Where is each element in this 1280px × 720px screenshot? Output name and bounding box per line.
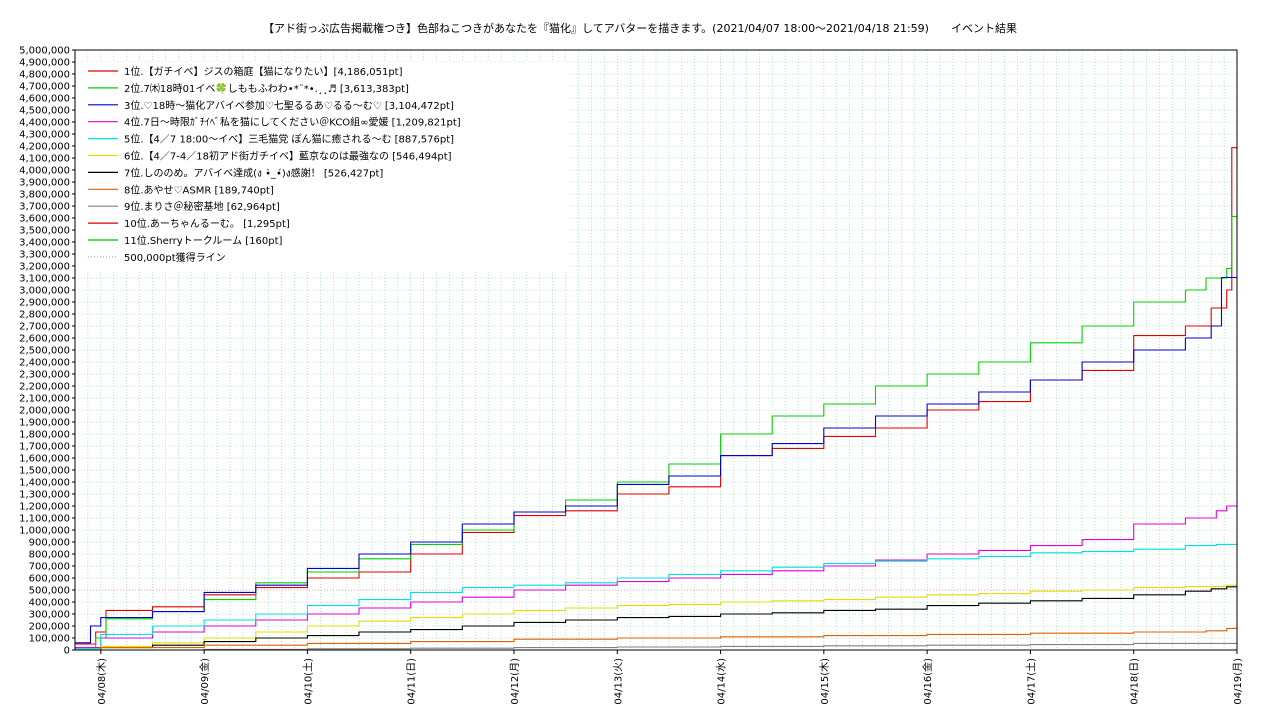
y-tick-label: 2,100,000 [19, 394, 70, 405]
y-tick-label: 2,400,000 [19, 358, 70, 369]
y-tick-label: 3,100,000 [19, 274, 70, 285]
y-tick-label: 2,000,000 [19, 406, 70, 417]
y-tick-label: 3,800,000 [19, 190, 70, 201]
y-tick-label: 1,400,000 [19, 478, 70, 489]
legend-label: 3位.♡18時〜猫化アバイベ参加♡七聖るるあ♡るる〜む♡ [3,104,472p… [124, 99, 454, 112]
y-tick-label: 2,500,000 [19, 346, 70, 357]
y-tick-label: 0 [64, 646, 70, 657]
x-tick-label: 04/18(日) [1130, 658, 1141, 705]
x-tick-label: 04/09(金) [198, 658, 211, 705]
y-tick-label: 3,900,000 [19, 178, 70, 189]
y-tick-label: 2,200,000 [19, 382, 70, 393]
y-tick-label: 4,000,000 [19, 166, 70, 177]
legend-label: 500,000pt獲得ライン [124, 251, 226, 264]
series-line-3 [75, 276, 1237, 644]
y-tick-label: 2,700,000 [19, 322, 70, 333]
x-tick-label: 04/10(土) [301, 658, 314, 705]
x-tick-label: 04/14(水) [716, 658, 728, 705]
y-tick-label: 1,000,000 [19, 526, 70, 537]
legend-label: 5位.【4／7 18:00〜イベ】三毛猫党 ぽん猫に癒される〜む [887,57… [124, 133, 454, 146]
y-tick-label: 3,500,000 [19, 226, 70, 237]
x-tick-label: 04/19(月) [1232, 658, 1244, 705]
x-tick-label: 04/17(土) [1024, 658, 1037, 705]
legend: 1位.【ガチイベ】ジスの箱庭【猫になりたい】[4,186,051pt] 2位.7㈭… [78, 62, 568, 271]
y-tick-label: 1,100,000 [19, 514, 70, 525]
y-tick-label: 1,700,000 [19, 442, 70, 453]
x-axis: 04/08(木) 04/09(金) 04/10(土) 04/11(日) 04/12(月)… [96, 650, 1244, 705]
y-tick-label: 4,800,000 [19, 70, 70, 81]
y-tick-label: 4,200,000 [19, 142, 70, 153]
legend-label: 10位.あーちゃんるーむ。 [1,295pt] [124, 217, 290, 230]
y-tick-label: 200,000 [29, 622, 70, 633]
y-tick-label: 4,100,000 [19, 154, 70, 165]
y-tick-label: 100,000 [29, 634, 70, 645]
y-tick-label: 600,000 [29, 574, 70, 585]
legend-label: 6位.【4／7-4／18初アド街ガチイベ】藍京なのは最強なの [546,494p… [124, 150, 452, 163]
y-tick-label: 3,400,000 [19, 238, 70, 249]
legend-label: 9位.まりさ＠秘密基地 [62,964pt] [124, 200, 280, 213]
y-tick-label: 4,400,000 [19, 118, 70, 129]
y-tick-label: 4,600,000 [19, 94, 70, 105]
y-tick-label: 1,600,000 [19, 454, 70, 465]
plot-frame [74, 49, 1238, 651]
legend-label: 2位.7㈭18時01イベ🍀しももふわわ•*¨*•.¸¸♬ [3,613,383p… [124, 82, 409, 95]
y-tick-label: 1,800,000 [19, 430, 70, 441]
x-tick-label: 04/12(月) [509, 658, 521, 705]
y-tick-label: 1,200,000 [19, 502, 70, 513]
y-tick-label: 2,800,000 [19, 310, 70, 321]
series-line-7 [75, 586, 1237, 651]
y-axis: 0100,000200,000300,000400,000500,000600,… [19, 46, 75, 657]
series-line-6 [75, 584, 1238, 651]
y-tick-label: 3,200,000 [19, 262, 70, 273]
y-tick-label: 500,000 [29, 586, 70, 597]
y-tick-label: 1,300,000 [19, 490, 70, 501]
series-line-4 [75, 504, 1238, 649]
chart-title: 【アド街っぷ広告掲載権つき】色部ねこつきがあなたを『猫化』してアバターを描きます… [263, 22, 1017, 35]
series-line-5 [75, 543, 1238, 650]
legend-label: 4位.7日〜時限ｶﾞﾁｲﾍﾞ私を猫にしてください＠KCO組∞愛媛 [1,209,… [124, 116, 461, 129]
x-tick-label: 04/15(木) [819, 658, 831, 705]
legend-box [78, 62, 568, 271]
x-tick-label: 04/13(火) [612, 658, 624, 705]
y-tick-label: 1,900,000 [19, 418, 70, 429]
y-tick-label: 2,300,000 [19, 370, 70, 381]
y-tick-label: 4,900,000 [19, 58, 70, 69]
y-tick-label: 4,500,000 [19, 106, 70, 117]
y-tick-label: 3,700,000 [19, 202, 70, 213]
y-tick-label: 3,000,000 [19, 286, 70, 297]
y-tick-label: 5,000,000 [19, 46, 70, 57]
legend-label: 8位.あやせ♡ASMR [189,740pt] [124, 183, 274, 196]
y-tick-label: 2,600,000 [19, 334, 70, 345]
y-tick-label: 3,600,000 [19, 214, 70, 225]
y-tick-label: 700,000 [29, 562, 70, 573]
series-line-1 [75, 147, 1237, 645]
y-tick-label: 2,900,000 [19, 298, 70, 309]
y-tick-label: 1,500,000 [19, 466, 70, 477]
series-line-9 [75, 642, 1238, 651]
y-tick-label: 800,000 [29, 550, 70, 561]
y-tick-label: 3,300,000 [19, 250, 70, 261]
legend-label: 1位.【ガチイベ】ジスの箱庭【猫になりたい】[4,186,051pt] [124, 65, 403, 78]
y-tick-label: 300,000 [29, 610, 70, 621]
y-tick-label: 4,700,000 [19, 82, 70, 93]
series-line-2 [75, 215, 1237, 649]
series-line-8 [75, 627, 1238, 651]
x-tick-label: 04/16(金) [921, 658, 934, 705]
y-tick-label: 4,300,000 [19, 130, 70, 141]
legend-label: 11位.Sherryトークルーム [160pt] [124, 234, 283, 247]
legend-label: 7位.しののめ。アバイベ達成(ง •̀_•́)ง感謝！ [526,427pt] [124, 166, 383, 179]
x-tick-label: 04/08(木) [96, 658, 108, 705]
y-tick-label: 900,000 [29, 538, 70, 549]
y-tick-label: 400,000 [29, 598, 70, 609]
x-tick-label: 04/11(日) [407, 658, 418, 705]
